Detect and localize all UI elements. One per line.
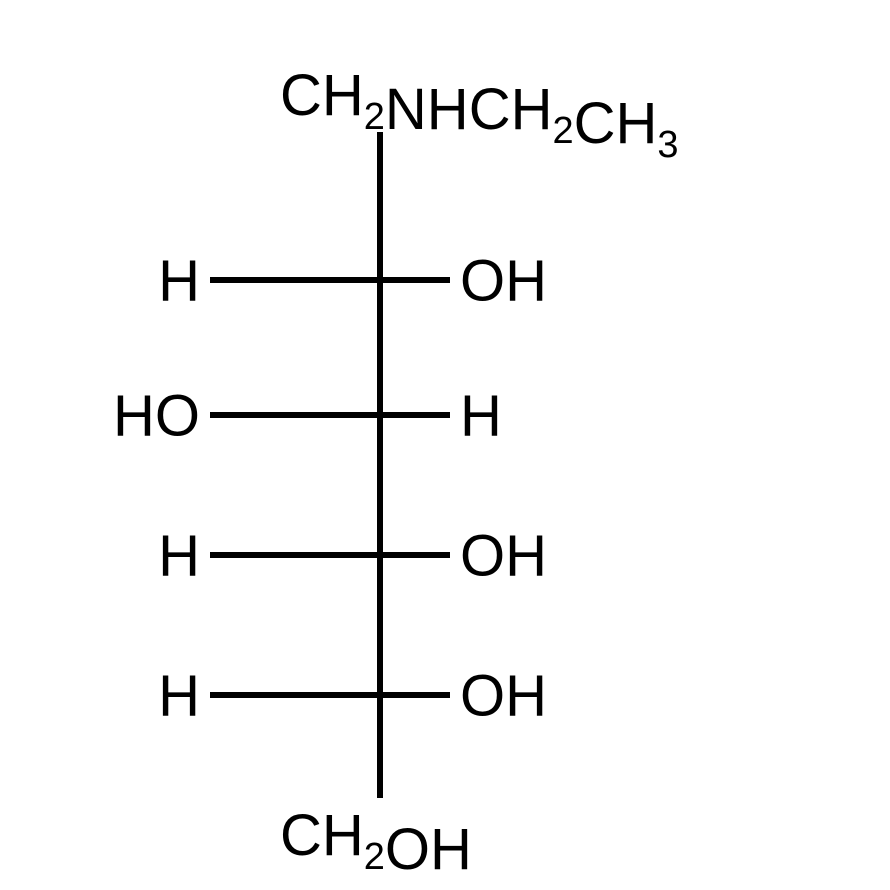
bottom-formula: CH2OH	[280, 803, 472, 882]
right-substituent-1: H	[460, 383, 502, 448]
right-substituent-0: OH	[460, 248, 547, 313]
fischer-projection-diagram: CH2NHCH2CH3HOHHOHHOHHOHCH2OH	[0, 0, 890, 890]
right-substituent-3: OH	[460, 663, 547, 728]
left-substituent-2: H	[158, 523, 200, 588]
top-formula: CH2NHCH2CH3	[280, 63, 679, 166]
left-substituent-1: HO	[113, 383, 200, 448]
right-substituent-2: OH	[460, 523, 547, 588]
left-substituent-0: H	[158, 248, 200, 313]
left-substituent-3: H	[158, 663, 200, 728]
